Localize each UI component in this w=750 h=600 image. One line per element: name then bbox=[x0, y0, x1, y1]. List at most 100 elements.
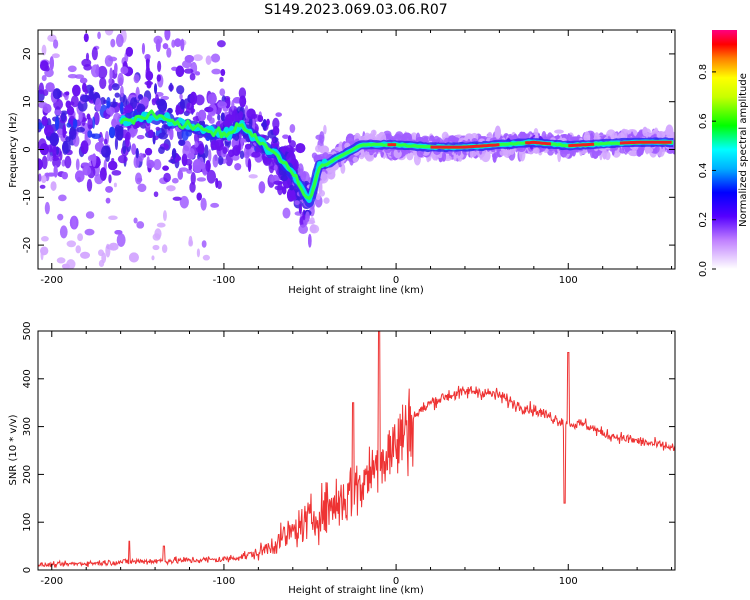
spectrogram-blob bbox=[184, 54, 194, 63]
spectrogram-blob bbox=[41, 75, 47, 82]
spectrogram-blob bbox=[146, 58, 150, 72]
spectrogram-blob bbox=[99, 77, 107, 90]
spectrogram-blob bbox=[637, 146, 644, 156]
spectrogram-ridge-peak bbox=[430, 143, 500, 149]
spectrogram-blob bbox=[222, 147, 228, 154]
spectrogram-blob bbox=[40, 246, 49, 256]
spectrogram-blob bbox=[74, 170, 85, 183]
spectrogram-blob bbox=[195, 94, 205, 106]
spectrogram-blob bbox=[146, 80, 152, 89]
spectrogram-blob bbox=[174, 38, 182, 47]
snr-ytick-label: 300 bbox=[22, 417, 33, 436]
spectrogram-blob bbox=[205, 55, 212, 65]
spectrogram-blob bbox=[131, 143, 137, 155]
spectrogram-blob bbox=[189, 73, 196, 81]
spectrogram-blob bbox=[41, 44, 47, 56]
spectrogram-blob bbox=[135, 148, 139, 159]
spectrogram-blob bbox=[133, 74, 140, 84]
spectrogram-blob bbox=[105, 106, 115, 115]
spectrogram-blob bbox=[114, 62, 118, 75]
spectrogram-blob bbox=[273, 180, 283, 185]
spectrogram-blob bbox=[85, 211, 95, 219]
spectrogram-blob bbox=[215, 177, 219, 189]
snr-xtick-label: 0 bbox=[393, 576, 399, 587]
spectrogram-blob bbox=[185, 107, 196, 114]
spectrogram-blob bbox=[108, 174, 112, 184]
spectrogram-blob bbox=[282, 207, 291, 219]
spectrogram-xtick-label: -100 bbox=[213, 275, 236, 286]
spectrogram-blob bbox=[38, 173, 42, 182]
spectrogram-blob bbox=[166, 185, 176, 192]
spectrogram-blob bbox=[113, 182, 117, 188]
spectrogram-blob bbox=[201, 240, 207, 248]
colorbar-tick-label: 0.0 bbox=[698, 261, 709, 277]
spectrogram-blob bbox=[62, 124, 67, 138]
spectrogram-blob bbox=[99, 167, 107, 181]
snr-xtick-label: 100 bbox=[559, 576, 578, 587]
spectrogram-blob bbox=[39, 143, 49, 156]
snr-ytick-label: 0 bbox=[22, 567, 33, 573]
spectrogram-blob bbox=[352, 156, 359, 163]
spectrogram-blob bbox=[114, 92, 121, 98]
spectrogram-blob bbox=[153, 191, 159, 198]
spectrogram-blob bbox=[91, 46, 98, 61]
spectrogram-blob bbox=[46, 172, 56, 177]
spectrogram-blob bbox=[152, 244, 160, 251]
spectrogram-blob bbox=[217, 155, 224, 166]
spectrogram-blob bbox=[60, 112, 67, 122]
spectrogram-blob bbox=[44, 201, 50, 215]
spectrogram-blob bbox=[238, 87, 247, 99]
spectrogram-blob bbox=[79, 77, 88, 84]
spectrogram-blob bbox=[105, 186, 113, 193]
spectrogram-blob bbox=[172, 196, 182, 201]
spectrogram-blob bbox=[72, 118, 78, 129]
spectrogram-blob bbox=[230, 114, 236, 122]
spectrogram-blob bbox=[298, 203, 302, 214]
spectrogram-blob bbox=[133, 155, 140, 169]
spectrogram-blob bbox=[258, 181, 266, 194]
spectrogram-blob bbox=[232, 144, 241, 156]
spectrogram-blob bbox=[55, 116, 60, 131]
spectrogram-blob bbox=[492, 152, 497, 163]
spectrogram-blob bbox=[246, 108, 256, 120]
spectrogram-blob bbox=[269, 175, 274, 183]
spectrogram-blob bbox=[97, 31, 101, 40]
spectrogram-blob bbox=[281, 186, 287, 195]
spectrogram-blob bbox=[144, 54, 151, 60]
spectrogram-blob bbox=[111, 83, 120, 91]
spectrogram-blob bbox=[128, 252, 139, 263]
spectrogram-blob bbox=[151, 255, 155, 261]
spectrogram-blob bbox=[57, 213, 64, 221]
spectrogram-blob bbox=[80, 251, 90, 259]
spectrogram-blob bbox=[114, 229, 123, 235]
spectrogram-blob bbox=[257, 115, 264, 123]
spectrogram-blob bbox=[194, 141, 199, 148]
colorbar-label: Normalized spectral amplitude bbox=[738, 73, 749, 227]
spectrogram-blob bbox=[166, 47, 172, 58]
spectrogram-blob bbox=[50, 181, 57, 191]
spectrogram-blob bbox=[219, 76, 224, 83]
spectrogram-blob bbox=[188, 239, 194, 247]
spectrogram-blob bbox=[180, 38, 185, 52]
spectrogram-blob bbox=[155, 38, 161, 53]
spectrogram-blob bbox=[80, 94, 90, 103]
spectrogram-blob bbox=[196, 177, 207, 182]
spectrogram-blob bbox=[108, 83, 113, 91]
spectrogram-blob bbox=[308, 233, 312, 248]
spectrogram-blob bbox=[197, 109, 207, 122]
spectrogram-blob bbox=[273, 164, 278, 171]
spectrogram-blob bbox=[80, 140, 89, 155]
spectrogram-blob bbox=[211, 68, 222, 75]
spectrogram-blob bbox=[51, 155, 60, 161]
spectrogram-blob bbox=[171, 148, 177, 160]
figure-title: S149.2023.069.03.06.R07 bbox=[264, 2, 447, 18]
spectrogram-blob bbox=[183, 68, 194, 74]
spectrogram-blob bbox=[111, 170, 122, 176]
spectrogram-ylabel: Frequency (Hz) bbox=[8, 112, 19, 188]
spectrogram-ytick-label: 20 bbox=[22, 48, 33, 61]
spectrogram-blob bbox=[136, 103, 146, 114]
spectrogram-blob bbox=[153, 159, 162, 171]
spectrogram-blob bbox=[294, 200, 300, 206]
spectrogram-blob bbox=[87, 130, 93, 138]
